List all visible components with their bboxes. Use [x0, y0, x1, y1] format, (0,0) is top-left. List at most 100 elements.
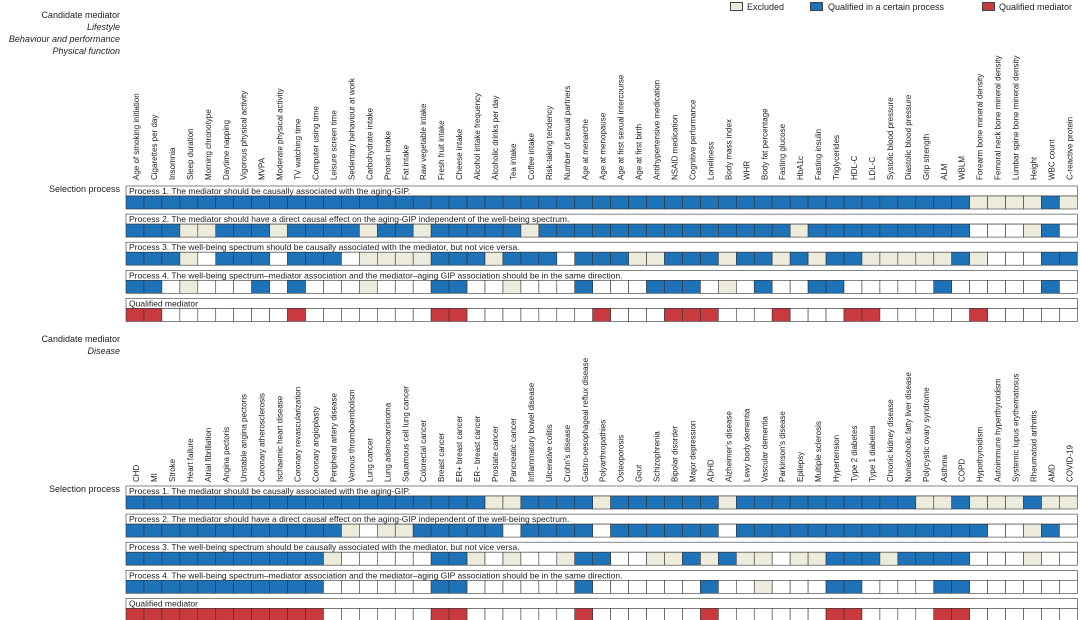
status-cell	[430, 579, 450, 594]
status-cell	[789, 551, 809, 566]
status-cell	[753, 579, 773, 594]
status-cell	[197, 223, 217, 238]
status-cell	[161, 551, 181, 566]
status-cell	[789, 195, 809, 210]
status-cell	[951, 308, 970, 322]
column-header: Raw vegetable intake	[419, 103, 428, 180]
status-cell	[1005, 579, 1024, 594]
process-label: Qualified mediator	[129, 298, 198, 308]
process-label: Process 1. The mediator should be causal…	[129, 186, 410, 196]
status-cell	[879, 308, 899, 322]
status-cell	[933, 251, 953, 266]
column-header: Atrial fibrillation	[204, 428, 213, 482]
status-cell	[448, 523, 468, 538]
status-cell	[484, 279, 504, 294]
status-cell	[771, 523, 791, 538]
status-cell	[610, 608, 629, 620]
column-header: CHD	[132, 464, 141, 482]
status-cell	[735, 308, 755, 322]
status-cell	[646, 251, 665, 266]
column-header: Asthma	[940, 454, 949, 482]
column-header: Major depression	[688, 421, 697, 482]
status-cell	[807, 495, 827, 510]
status-cell	[197, 251, 217, 266]
column-header: Femoral neck bone mineral density	[994, 55, 1003, 180]
status-cell	[843, 551, 863, 566]
status-cell	[1041, 551, 1060, 566]
column-header: Number of sexual partners	[563, 86, 572, 180]
status-cell	[592, 608, 611, 620]
status-cell	[1059, 551, 1078, 566]
status-cell	[430, 495, 450, 510]
status-cell	[359, 223, 378, 238]
status-cell	[448, 308, 468, 322]
status-cell	[251, 195, 270, 210]
status-cell	[951, 251, 970, 266]
status-cell	[718, 495, 737, 510]
status-cell	[502, 579, 522, 594]
status-cell	[646, 579, 665, 594]
status-cell	[610, 251, 629, 266]
column-header: Lung adenocarcinoma	[383, 402, 392, 482]
status-cell	[628, 523, 647, 538]
status-cell	[179, 251, 199, 266]
status-cell	[341, 523, 360, 538]
status-cell	[233, 523, 252, 538]
status-cell	[412, 608, 432, 620]
status-cell	[251, 495, 270, 510]
column-header: Breast cancer	[437, 432, 446, 482]
status-cell	[789, 495, 809, 510]
status-cell	[735, 608, 755, 620]
status-cell	[502, 223, 522, 238]
status-cell	[341, 279, 360, 294]
status-cell	[682, 579, 701, 594]
status-cell	[305, 551, 324, 566]
status-cell	[771, 279, 791, 294]
status-cell	[430, 523, 450, 538]
status-cell	[843, 223, 863, 238]
status-cell	[143, 308, 163, 322]
status-cell	[753, 551, 773, 566]
status-cell	[843, 495, 863, 510]
status-cell	[376, 308, 396, 322]
status-cell	[287, 495, 306, 510]
status-cell	[125, 579, 145, 594]
status-cell	[1041, 523, 1060, 538]
column-header: Inflammatory bowel disease	[527, 382, 536, 482]
status-cell	[1005, 308, 1024, 322]
process-label: Process 2. The mediator should have a di…	[129, 514, 569, 524]
status-cell	[897, 308, 917, 322]
status-cell	[143, 579, 163, 594]
status-cell	[897, 195, 917, 210]
status-cell	[430, 308, 450, 322]
status-cell	[251, 279, 270, 294]
status-cell	[323, 308, 342, 322]
status-cell	[233, 195, 252, 210]
column-header: Leisure screen time	[329, 110, 338, 180]
status-cell	[323, 251, 342, 266]
status-cell	[771, 608, 791, 620]
status-cell	[179, 551, 199, 566]
status-cell	[825, 608, 845, 620]
status-cell	[233, 223, 252, 238]
status-cell	[448, 251, 468, 266]
status-cell	[502, 551, 522, 566]
column-header: Fasting insulin	[814, 129, 823, 180]
status-cell	[233, 608, 252, 620]
column-header: Lewy body dementia	[742, 408, 751, 482]
status-cell	[861, 308, 881, 322]
column-header: Antihypertensive medication	[653, 80, 662, 180]
status-cell	[394, 495, 414, 510]
status-cell	[215, 551, 235, 566]
status-cell	[897, 251, 917, 266]
status-cell	[825, 551, 845, 566]
status-cell	[359, 495, 378, 510]
status-cell	[951, 523, 970, 538]
status-cell	[897, 551, 917, 566]
status-cell	[502, 308, 522, 322]
column-header: Fasting glucose	[778, 123, 787, 180]
column-header: Forearm bone mineral density	[976, 74, 985, 180]
column-header: Computer using time	[312, 106, 321, 180]
status-cell	[646, 223, 665, 238]
status-cell	[1023, 195, 1042, 210]
